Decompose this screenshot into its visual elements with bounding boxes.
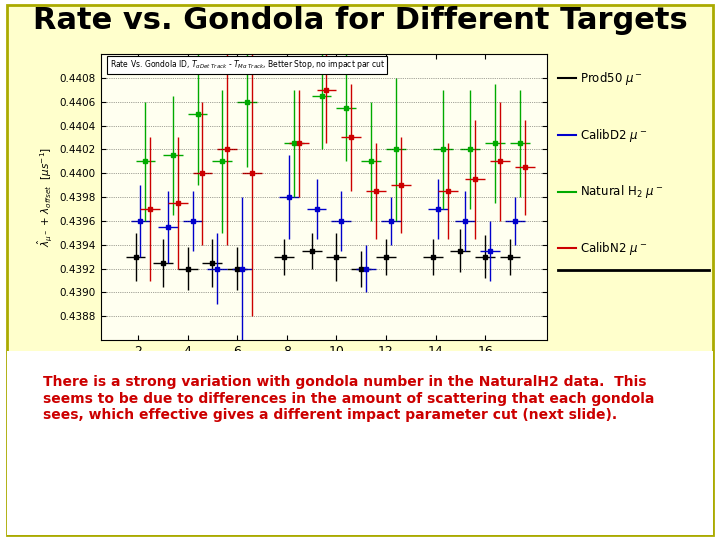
Text: CalibN2 $\mu^-$: CalibN2 $\mu^-$ <box>580 240 647 257</box>
Text: Rate Vs. Gondola ID, $T_{\alpha Det\ Track}$ - $T_{M\alpha\ Track}$, Better Stop: Rate Vs. Gondola ID, $T_{\alpha Det\ Tra… <box>109 58 385 71</box>
Text: Natural H$_2$ $\mu^-$: Natural H$_2$ $\mu^-$ <box>580 183 662 200</box>
Text: Prod50 $\mu^-$: Prod50 $\mu^-$ <box>580 70 642 87</box>
Text: CalibD2 $\mu^-$: CalibD2 $\mu^-$ <box>580 126 647 144</box>
Text: There is a strong variation with gondola number in the NaturalH2 data.  This
see: There is a strong variation with gondola… <box>43 375 654 422</box>
X-axis label: Gondola ID: Gondola ID <box>281 363 367 377</box>
Y-axis label: $\hat{\lambda}_{\mu^-}$ + $\lambda_{offset}$  [$\mu s^{-1}$]: $\hat{\lambda}_{\mu^-}$ + $\lambda_{offs… <box>35 147 54 247</box>
Text: Rate vs. Gondola for Different Targets: Rate vs. Gondola for Different Targets <box>32 6 688 35</box>
